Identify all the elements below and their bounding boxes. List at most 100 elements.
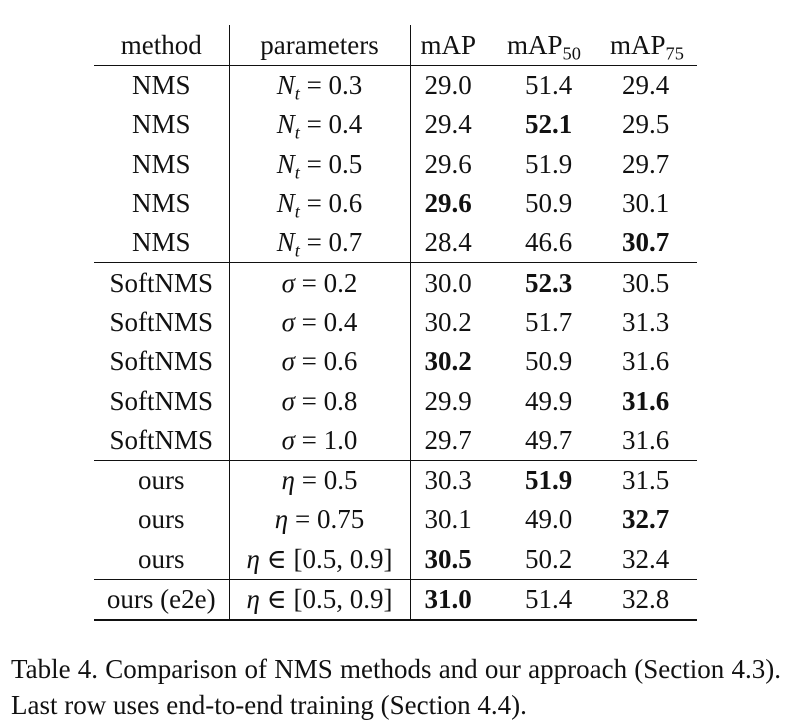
cell-map: 29.9 — [424, 385, 472, 416]
param-operator: = — [301, 306, 317, 337]
cell-method: ours (e2e) — [94, 579, 230, 621]
cell-map: 31.0 — [424, 584, 472, 614]
cell-map: 30.2 — [424, 306, 472, 337]
cell-method: NMS — [94, 105, 230, 145]
header-method: method — [94, 25, 230, 66]
cell-method: SoftNMS — [94, 342, 230, 382]
cell-method: NMS — [94, 223, 230, 263]
cell-map: 29.7 — [424, 424, 472, 455]
cell-parameters: σ = 1.0 — [229, 420, 411, 461]
cell-parameters: Nt = 0.5 — [229, 144, 411, 184]
header-map75: mAP75 — [602, 25, 697, 66]
cell-map75: 31.6 — [622, 346, 670, 377]
cell-map50: 51.9 — [525, 148, 573, 179]
header-map75-sub: 75 — [665, 43, 684, 63]
param-value: [0.5, 0.9] — [293, 543, 393, 574]
table-row: NMS Nt = 0.7 28.4 46.6 30.7 — [94, 223, 697, 263]
cell-parameters: σ = 0.4 — [229, 302, 411, 343]
param-subscript: t — [294, 83, 300, 104]
cell-map50: 49.7 — [525, 424, 573, 455]
param-operator: = — [306, 109, 322, 140]
param-operator: = — [301, 424, 317, 455]
table-row: SoftNMS σ = 0.6 30.2 50.9 31.6 — [94, 342, 697, 382]
cell-method: NMS — [94, 144, 230, 184]
param-symbol: σ — [281, 346, 295, 377]
param-value: 0.6 — [328, 188, 363, 219]
param-symbol: η — [246, 543, 260, 574]
cell-map75: 30.1 — [622, 188, 670, 219]
cell-method: SoftNMS — [94, 302, 230, 343]
param-operator: = — [301, 267, 317, 298]
cell-map: 29.4 — [424, 109, 472, 140]
param-subscript: t — [294, 162, 300, 183]
cell-parameters: η ∈ [0.5, 0.9] — [229, 579, 411, 621]
cell-map50: 46.6 — [525, 227, 573, 258]
table-row: ours (e2e) η ∈ [0.5, 0.9] 31.0 51.4 32.8 — [94, 579, 697, 621]
param-operator: = — [301, 385, 317, 416]
param-operator: = — [306, 148, 322, 179]
cell-map75: 32.8 — [622, 584, 670, 614]
table-group: ours η = 0.5 30.3 51.9 31.5 ours η = 0.75 30.1 4… — [94, 460, 697, 580]
param-symbol: η — [281, 465, 295, 496]
param-operator: = — [306, 227, 322, 258]
cell-map50: 51.7 — [525, 306, 573, 337]
cell-map75: 29.4 — [622, 70, 670, 101]
cell-map75: 30.5 — [622, 267, 670, 298]
param-value: 0.3 — [328, 70, 363, 101]
table-row: SoftNMS σ = 1.0 29.7 49.7 31.6 — [94, 420, 697, 461]
table-group: NMS Nt = 0.3 29.0 51.4 29.4 NMS Nt = 0.4 29.4 52… — [94, 65, 697, 263]
cell-map: 30.5 — [424, 543, 472, 574]
table-row: SoftNMS σ = 0.4 30.2 51.7 31.3 — [94, 302, 697, 343]
header-parameters: parameters — [229, 25, 411, 66]
cell-map50: 51.4 — [525, 584, 573, 614]
cell-parameters: σ = 0.6 — [229, 342, 411, 382]
param-operator: = — [306, 188, 322, 219]
cell-method: ours — [94, 500, 230, 540]
header-map50: mAP50 — [497, 25, 602, 66]
table-row: NMS Nt = 0.3 29.0 51.4 29.4 — [94, 65, 697, 106]
cell-method: ours — [94, 539, 230, 580]
param-symbol: N — [276, 109, 295, 140]
header-map: mAP — [420, 29, 477, 60]
cell-method: SoftNMS — [94, 381, 230, 421]
header-map75-base: mAP — [610, 29, 666, 60]
cell-map: 29.6 — [424, 148, 472, 179]
cell-parameters: σ = 0.8 — [229, 381, 411, 421]
cell-parameters: σ = 0.2 — [229, 262, 411, 303]
param-value: 0.75 — [316, 504, 365, 535]
cell-map75: 29.5 — [622, 109, 670, 140]
cell-map50: 49.0 — [525, 504, 573, 535]
cell-map: 29.0 — [424, 70, 472, 101]
param-subscript: t — [294, 122, 300, 143]
cell-map: 30.2 — [424, 346, 472, 377]
results-table: method parameters mAP mAP50 mAP75 NMS Nt … — [94, 25, 697, 621]
param-symbol: N — [276, 148, 295, 179]
cell-map50: 49.9 — [525, 385, 573, 416]
param-value: 0.6 — [323, 346, 358, 377]
cell-map50: 52.3 — [525, 267, 573, 298]
cell-map50: 50.9 — [525, 188, 573, 219]
param-value: 1.0 — [323, 424, 358, 455]
param-value: 0.4 — [328, 109, 363, 140]
cell-map50: 50.2 — [525, 543, 573, 574]
param-value: 0.5 — [323, 465, 358, 496]
results-table-container: method parameters mAP mAP50 mAP75 NMS Nt … — [94, 25, 697, 621]
table-row: ours η = 0.75 30.1 49.0 32.7 — [94, 500, 697, 540]
cell-map: 30.0 — [424, 267, 472, 298]
cell-map75: 32.4 — [622, 543, 670, 574]
cell-map75: 31.3 — [622, 306, 670, 337]
cell-parameters: η = 0.5 — [229, 460, 411, 501]
table-row: SoftNMS σ = 0.2 30.0 52.3 30.5 — [94, 262, 697, 303]
table-row: ours η ∈ [0.5, 0.9] 30.5 50.2 32.4 — [94, 539, 697, 580]
table-group: ours (e2e) η ∈ [0.5, 0.9] 31.0 51.4 32.8 — [94, 579, 697, 621]
cell-map75: 30.7 — [622, 227, 670, 258]
cell-parameters: Nt = 0.6 — [229, 183, 411, 224]
cell-parameters: Nt = 0.7 — [229, 223, 411, 263]
param-symbol: N — [276, 70, 295, 101]
param-value: [0.5, 0.9] — [293, 584, 393, 614]
param-symbol: σ — [281, 424, 295, 455]
table-row: SoftNMS σ = 0.8 29.9 49.9 31.6 — [94, 381, 697, 421]
param-operator: ∈ — [266, 584, 287, 614]
cell-parameters: Nt = 0.3 — [229, 65, 411, 106]
param-operator: = — [301, 465, 317, 496]
